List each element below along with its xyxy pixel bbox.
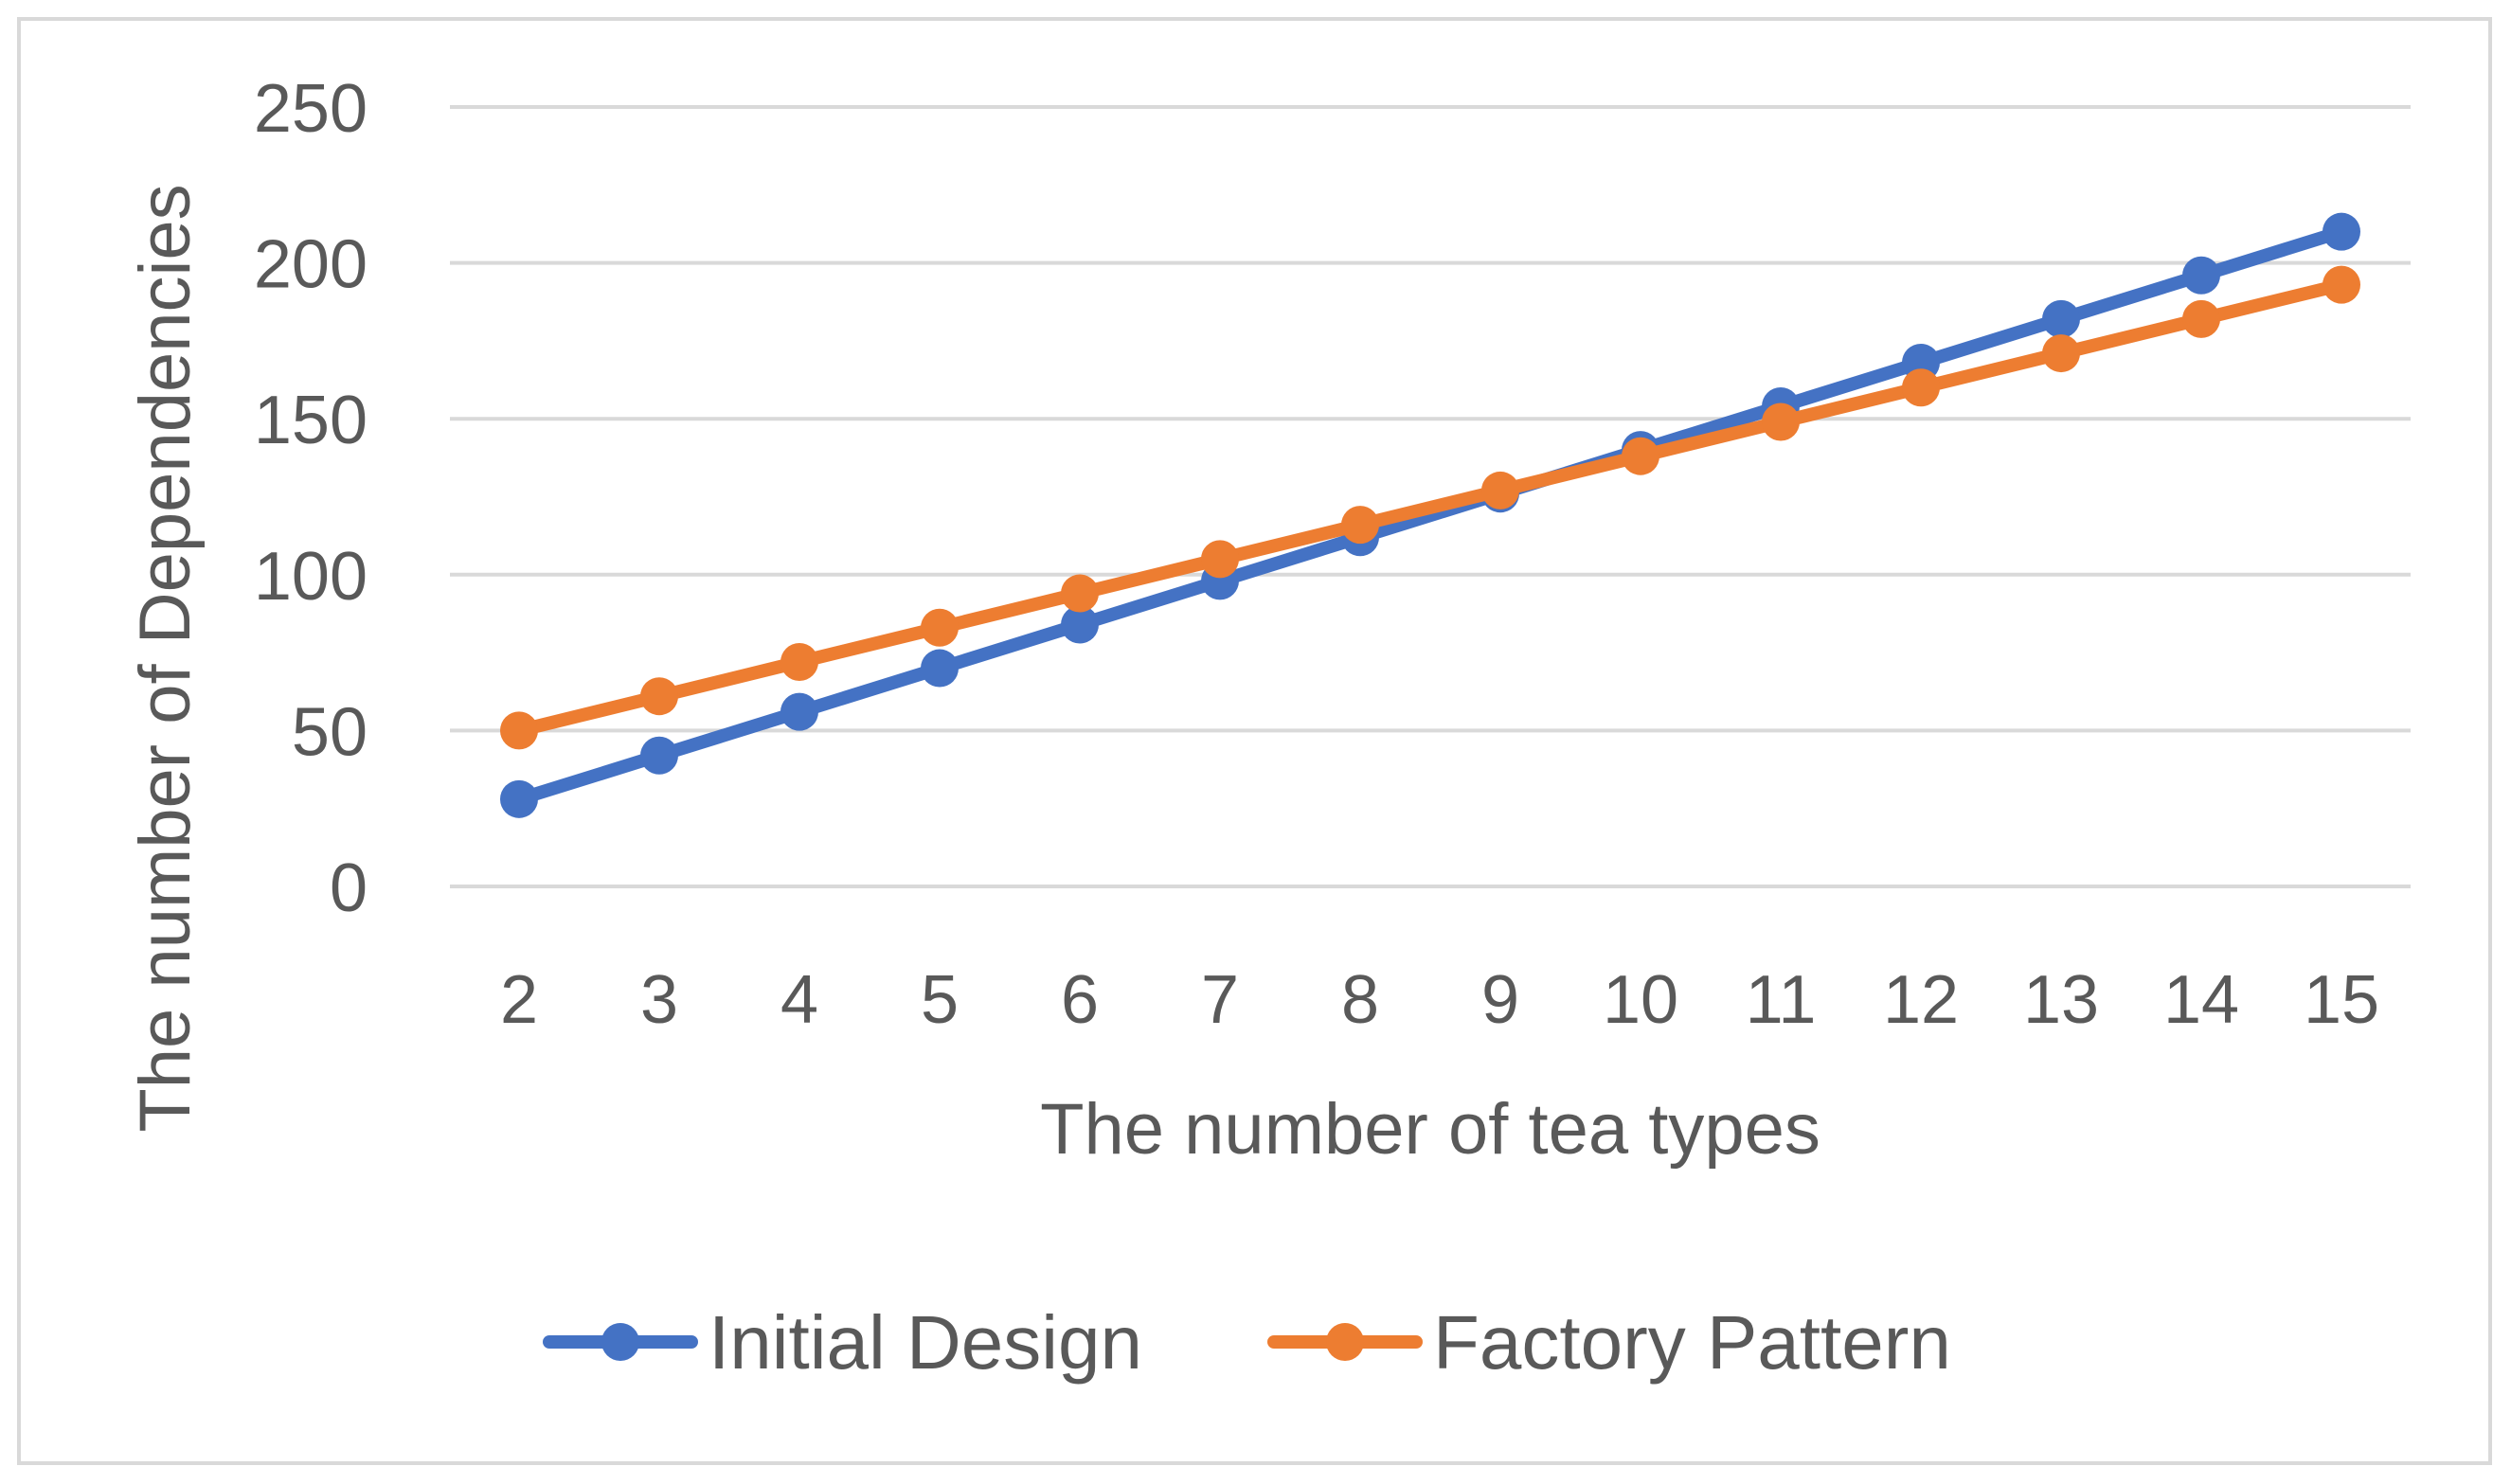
x-axis-title: The number of tea types: [1040, 1089, 1820, 1170]
data-point: [640, 736, 678, 775]
data-point: [1762, 402, 1800, 441]
x-tick-label: 11: [1746, 962, 1817, 1038]
series-1: [500, 212, 2360, 818]
series-line: [512, 277, 2348, 738]
x-tick-label: 4: [780, 962, 818, 1038]
legend-label: Initial Design: [708, 1300, 1142, 1385]
legend-entry: Initial Design: [543, 1300, 1142, 1385]
y-axis-title: The number of Dependencies: [125, 184, 206, 1132]
data-point: [780, 642, 818, 681]
x-tick-label: 6: [1061, 962, 1099, 1038]
chart-frame: [17, 17, 2492, 1465]
x-tick-label: 12: [1883, 962, 1959, 1038]
x-tick-label: 15: [2304, 962, 2379, 1038]
y-tick-label: 200: [254, 227, 368, 303]
data-point: [500, 779, 538, 818]
data-point: [780, 692, 818, 731]
data-point: [2323, 265, 2360, 304]
x-axis-ticks: 2 3 4 5 6 7 8 9 10 11 12 13 14 15: [500, 962, 2379, 1038]
data-point: [2323, 212, 2360, 251]
x-tick-label: 5: [921, 962, 959, 1038]
data-point: [2182, 256, 2220, 295]
x-tick-label: 14: [2163, 962, 2239, 1038]
data-point: [2042, 299, 2080, 338]
data-point: [1902, 368, 1940, 407]
x-tick-label: 13: [2023, 962, 2099, 1038]
legend: Initial Design Factory Pattern: [543, 1300, 1951, 1385]
data-point: [1201, 540, 1239, 579]
series-2: [500, 265, 2360, 750]
x-tick-label: 7: [1201, 962, 1239, 1038]
x-tick-label: 8: [1341, 962, 1379, 1038]
y-tick-label: 0: [330, 850, 368, 926]
legend-marker: [1326, 1323, 1364, 1361]
y-axis-ticks: 0 50 100 150 200 250: [254, 71, 368, 926]
legend-marker: [601, 1323, 639, 1361]
data-point: [1341, 506, 1379, 545]
y-tick-label: 50: [292, 694, 368, 770]
data-point: [1481, 471, 1519, 510]
data-point: [1061, 605, 1099, 644]
y-tick-label: 150: [254, 383, 368, 458]
y-tick-label: 250: [254, 71, 368, 147]
series-layer: [500, 212, 2360, 818]
data-point: [2182, 299, 2220, 338]
x-tick-label: 2: [500, 962, 538, 1038]
data-point: [1622, 437, 1659, 475]
data-point: [640, 677, 678, 716]
series-line: [512, 224, 2348, 806]
x-tick-label: 3: [640, 962, 678, 1038]
x-tick-label: 10: [1603, 962, 1678, 1038]
data-point: [2042, 334, 2080, 373]
y-tick-label: 100: [254, 539, 368, 615]
x-tick-label: 9: [1481, 962, 1519, 1038]
gridlines: [450, 105, 2411, 888]
data-point: [1061, 574, 1099, 613]
legend-entry: Factory Pattern: [1267, 1300, 1951, 1385]
data-point: [921, 608, 959, 647]
legend-label: Factory Pattern: [1433, 1300, 1951, 1385]
data-point: [921, 649, 959, 688]
data-point: [500, 711, 538, 750]
